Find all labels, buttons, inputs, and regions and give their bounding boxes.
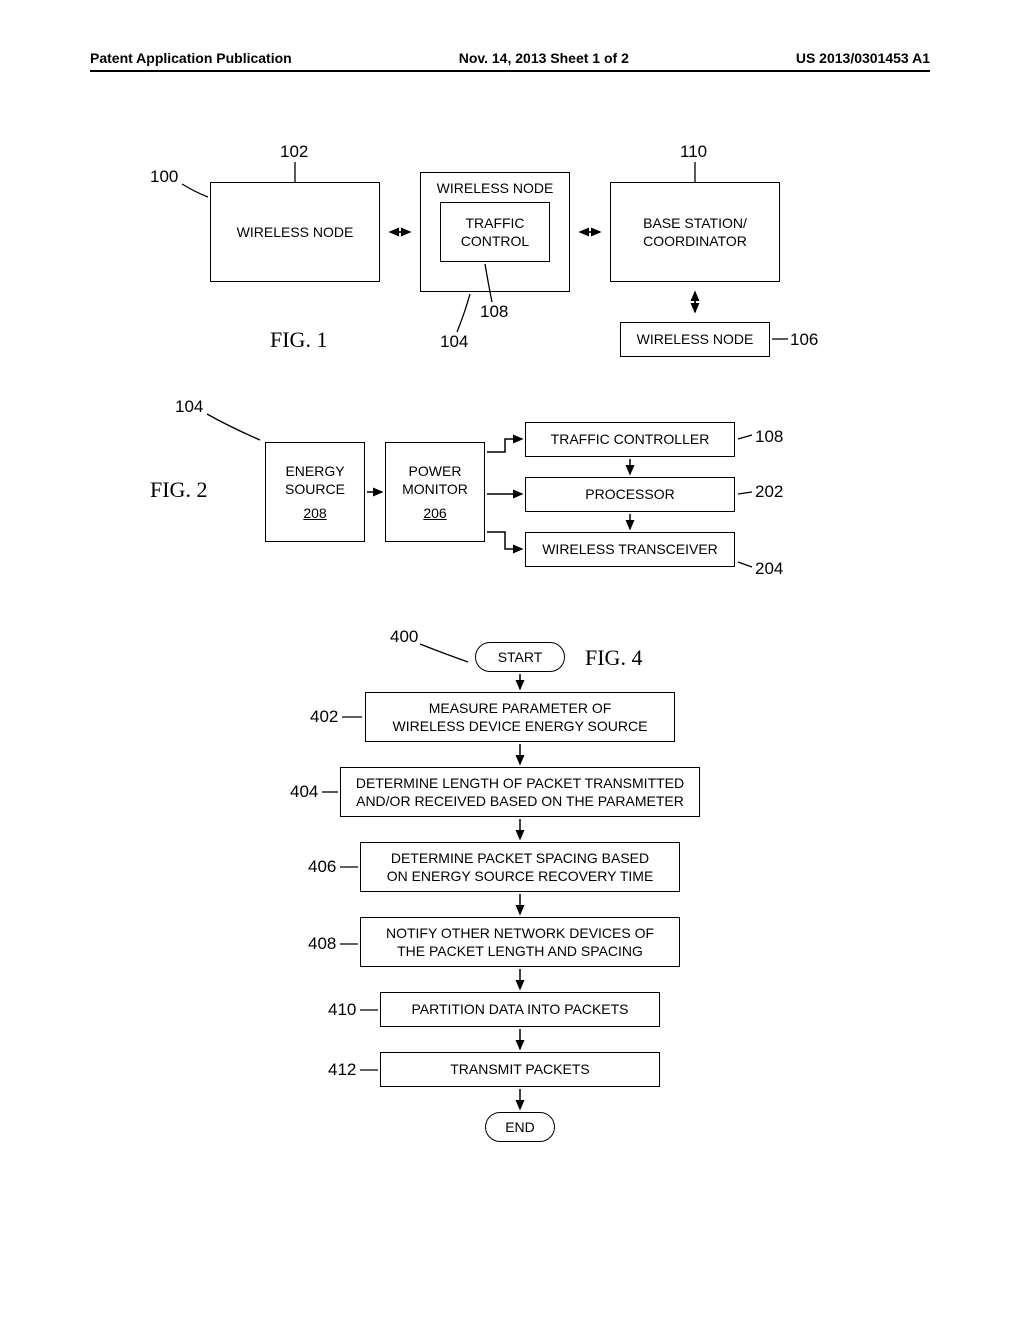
- fig1-ref-100: 100: [150, 167, 178, 187]
- header-left: Patent Application Publication: [90, 50, 292, 66]
- fig1-node-102-label: WIRELESS NODE: [237, 223, 354, 241]
- fig1-title: FIG. 1: [270, 327, 327, 353]
- fig2-traffic: TRAFFIC CONTROLLER: [525, 422, 735, 457]
- fig1-ref-108: 108: [480, 302, 508, 322]
- fig4-step-410-label: PARTITION DATA INTO PACKETS: [411, 1000, 628, 1018]
- fig4-ref-410: 410: [328, 1000, 356, 1020]
- fig1-node-104-outer-label: WIRELESS NODE: [437, 179, 554, 197]
- fig4-step-408: NOTIFY OTHER NETWORK DEVICES OF THE PACK…: [360, 917, 680, 967]
- fig1-node-106-label: WIRELESS NODE: [637, 330, 754, 348]
- fig4-step-402: MEASURE PARAMETER OF WIRELESS DEVICE ENE…: [365, 692, 675, 742]
- fig4-ref-408: 408: [308, 934, 336, 954]
- fig4-step-412-label: TRANSMIT PACKETS: [450, 1060, 590, 1078]
- fig2-transceiver-label: WIRELESS TRANSCEIVER: [542, 540, 718, 558]
- fig4-step-410: PARTITION DATA INTO PACKETS: [380, 992, 660, 1027]
- diagram-area: WIRELESS NODE WIRELESS NODE TRAFFIC CONT…: [90, 72, 930, 1272]
- fig4-end-label: END: [505, 1119, 535, 1135]
- fig1-node-102: WIRELESS NODE: [210, 182, 380, 282]
- fig2-ref-104: 104: [175, 397, 203, 417]
- fig4-step-408-label: NOTIFY OTHER NETWORK DEVICES OF THE PACK…: [386, 924, 654, 960]
- fig4-step-406-label: DETERMINE PACKET SPACING BASED ON ENERGY…: [387, 849, 654, 885]
- fig2-energy: ENERGY SOURCE 208: [265, 442, 365, 542]
- fig2-ref-208-inner: 208: [303, 504, 326, 522]
- fig2-power-label: POWER MONITOR: [402, 462, 468, 498]
- fig4-ref-404: 404: [290, 782, 318, 802]
- fig1-ref-102: 102: [280, 142, 308, 162]
- fig2-power: POWER MONITOR 206: [385, 442, 485, 542]
- fig2-ref-204: 204: [755, 559, 783, 579]
- fig4-step-404-label: DETERMINE LENGTH OF PACKET TRANSMITTED A…: [356, 774, 684, 810]
- fig2-ref-202: 202: [755, 482, 783, 502]
- fig2-title: FIG. 2: [150, 477, 207, 503]
- fig4-ref-406: 406: [308, 857, 336, 877]
- fig1-node-104-inner-label: TRAFFIC CONTROL: [461, 214, 529, 250]
- header-right: US 2013/0301453 A1: [796, 50, 930, 66]
- fig4-step-404: DETERMINE LENGTH OF PACKET TRANSMITTED A…: [340, 767, 700, 817]
- fig1-ref-110: 110: [680, 142, 707, 162]
- fig4-title: FIG. 4: [585, 645, 642, 671]
- fig2-transceiver: WIRELESS TRANSCEIVER: [525, 532, 735, 567]
- fig4-end: END: [485, 1112, 555, 1142]
- fig4-ref-402: 402: [310, 707, 338, 727]
- fig1-node-104-inner: TRAFFIC CONTROL: [440, 202, 550, 262]
- fig4-start-label: START: [498, 649, 543, 665]
- patent-header: Patent Application Publication Nov. 14, …: [90, 50, 930, 72]
- fig2-processor: PROCESSOR: [525, 477, 735, 512]
- fig2-ref-206-inner: 206: [423, 504, 446, 522]
- fig1-ref-104: 104: [440, 332, 468, 352]
- fig1-node-106: WIRELESS NODE: [620, 322, 770, 357]
- fig4-step-406: DETERMINE PACKET SPACING BASED ON ENERGY…: [360, 842, 680, 892]
- fig4-step-412: TRANSMIT PACKETS: [380, 1052, 660, 1087]
- fig1-node-110: BASE STATION/ COORDINATOR: [610, 182, 780, 282]
- fig1-node-110-label: BASE STATION/ COORDINATOR: [643, 214, 747, 250]
- fig2-energy-label: ENERGY SOURCE: [285, 462, 345, 498]
- fig2-traffic-label: TRAFFIC CONTROLLER: [551, 430, 710, 448]
- fig4-ref-400: 400: [390, 627, 418, 647]
- fig2-ref-108: 108: [755, 427, 783, 447]
- fig4-step-402-label: MEASURE PARAMETER OF WIRELESS DEVICE ENE…: [393, 699, 648, 735]
- fig2-processor-label: PROCESSOR: [585, 485, 674, 503]
- fig1-ref-106: 106: [790, 330, 818, 350]
- fig4-ref-412: 412: [328, 1060, 356, 1080]
- header-center: Nov. 14, 2013 Sheet 1 of 2: [459, 50, 629, 66]
- fig4-start: START: [475, 642, 565, 672]
